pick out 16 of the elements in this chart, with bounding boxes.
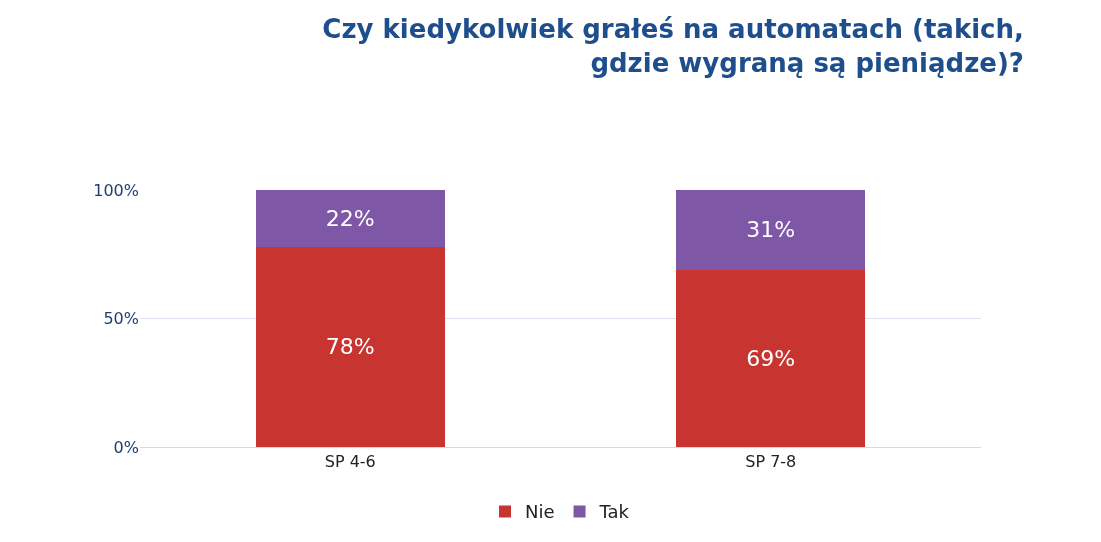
x-tick-label: SP 4-6 bbox=[324, 452, 376, 472]
bar bbox=[676, 269, 866, 447]
y-tick-label: 100% bbox=[93, 180, 139, 200]
legend-label: Tak bbox=[598, 501, 630, 523]
chart-title: Czy kiedykolwiek grałeś na automatach (takich, gdzie wygraną są pieniądze)? bbox=[322, 13, 1024, 78]
data-label: 22% bbox=[325, 205, 375, 231]
data-label: 78% bbox=[325, 334, 375, 360]
legend-label: Nie bbox=[525, 501, 555, 523]
bar bbox=[255, 246, 445, 447]
y-tick-label: 0% bbox=[113, 437, 139, 457]
bar bbox=[676, 190, 866, 270]
bar bbox=[255, 190, 445, 247]
x-tick-label: SP 7-8 bbox=[745, 452, 797, 472]
y-tick-label: 50% bbox=[103, 309, 139, 329]
data-label: 69% bbox=[746, 345, 796, 371]
data-label: 31% bbox=[746, 217, 796, 243]
